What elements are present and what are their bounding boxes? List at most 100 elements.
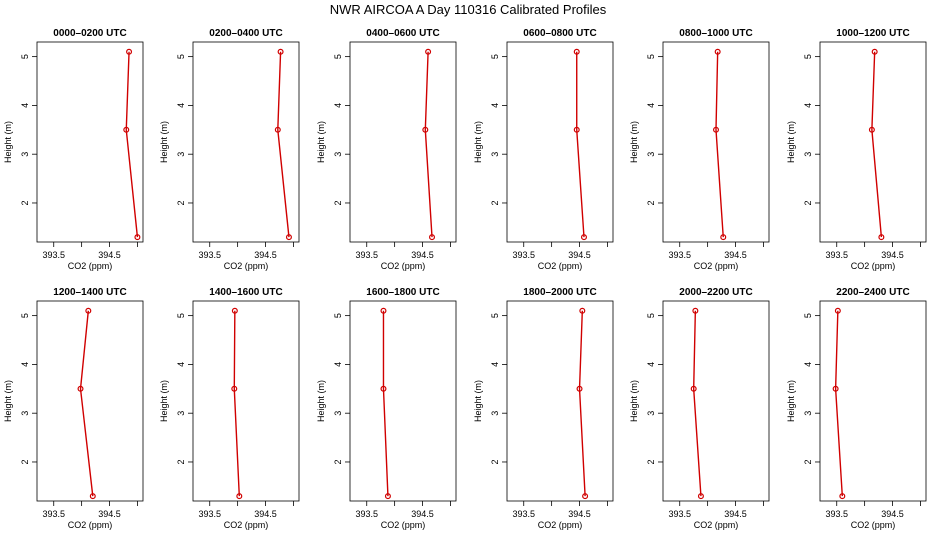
data-point bbox=[425, 48, 432, 55]
y-tick-label: 2 bbox=[803, 200, 813, 205]
x-tick-label: 394.5 bbox=[98, 509, 121, 519]
data-point bbox=[236, 493, 243, 500]
y-axis-label: Height (m) bbox=[3, 121, 13, 163]
profile-line bbox=[233, 310, 241, 497]
plot-frame bbox=[192, 41, 300, 243]
y-tick-label: 3 bbox=[646, 411, 656, 416]
profile-line bbox=[79, 310, 94, 497]
x-tick-label: 393.5 bbox=[355, 509, 378, 519]
panel-title: 1000–1200 UTC bbox=[836, 28, 909, 39]
data-point bbox=[839, 493, 846, 500]
panel-title: 2200–2400 UTC bbox=[836, 287, 909, 298]
y-tick-label: 5 bbox=[20, 54, 30, 59]
y-tick-label: 3 bbox=[333, 152, 343, 157]
y-axis-label: Height (m) bbox=[159, 380, 169, 422]
data-point bbox=[579, 307, 586, 314]
data-point bbox=[384, 493, 391, 500]
x-axis-label: CO2 (ppm) bbox=[224, 261, 269, 271]
y-tick-label: 4 bbox=[803, 362, 813, 367]
x-tick-label: 393.5 bbox=[512, 250, 535, 260]
data-point bbox=[231, 385, 238, 392]
y-tick-label: 4 bbox=[490, 103, 500, 108]
y-tick-label: 2 bbox=[333, 459, 343, 464]
data-point bbox=[834, 307, 841, 314]
plot-frame bbox=[349, 41, 457, 243]
x-tick-label: 394.5 bbox=[568, 509, 591, 519]
y-axis-label: Height (m) bbox=[316, 121, 326, 163]
profile-line bbox=[424, 51, 433, 238]
data-point bbox=[285, 234, 292, 241]
data-point bbox=[231, 307, 238, 314]
profile-line bbox=[382, 310, 389, 497]
y-tick-label: 2 bbox=[20, 200, 30, 205]
y-tick-label: 4 bbox=[20, 103, 30, 108]
x-tick-label: 394.5 bbox=[724, 250, 747, 260]
y-tick-label: 3 bbox=[176, 411, 186, 416]
x-tick-label: 394.5 bbox=[98, 250, 121, 260]
y-tick-label: 2 bbox=[490, 200, 500, 205]
x-axis-label: CO2 (ppm) bbox=[851, 261, 896, 271]
y-tick-label: 5 bbox=[490, 54, 500, 59]
data-point bbox=[123, 126, 130, 133]
y-axis-label: Height (m) bbox=[786, 380, 796, 422]
data-point bbox=[429, 234, 436, 241]
data-point bbox=[277, 48, 284, 55]
data-point bbox=[697, 493, 704, 500]
profile-line bbox=[125, 51, 139, 238]
plot-frame bbox=[819, 41, 927, 243]
y-axis-label: Height (m) bbox=[629, 380, 639, 422]
y-tick-label: 4 bbox=[176, 103, 186, 108]
x-tick-label: 393.5 bbox=[668, 509, 691, 519]
y-tick-label: 4 bbox=[490, 362, 500, 367]
data-point bbox=[878, 234, 885, 241]
x-tick-label: 393.5 bbox=[198, 509, 221, 519]
data-point bbox=[871, 48, 878, 55]
x-tick-label: 394.5 bbox=[411, 250, 434, 260]
data-point bbox=[573, 126, 580, 133]
data-point bbox=[576, 385, 583, 392]
data-point bbox=[868, 126, 875, 133]
y-tick-label: 5 bbox=[333, 54, 343, 59]
profile-line bbox=[834, 310, 844, 497]
y-tick-label: 5 bbox=[176, 54, 186, 59]
y-tick-label: 2 bbox=[176, 459, 186, 464]
y-tick-label: 3 bbox=[646, 152, 656, 157]
y-tick-label: 2 bbox=[176, 200, 186, 205]
y-axis-label: Height (m) bbox=[473, 121, 483, 163]
y-tick-label: 5 bbox=[646, 313, 656, 318]
plot-frame bbox=[662, 300, 770, 502]
y-tick-label: 4 bbox=[803, 103, 813, 108]
y-tick-label: 2 bbox=[803, 459, 813, 464]
x-tick-label: 393.5 bbox=[355, 250, 378, 260]
panel-title: 2000–2200 UTC bbox=[679, 287, 752, 298]
y-tick-label: 5 bbox=[333, 313, 343, 318]
data-point bbox=[832, 385, 839, 392]
panel-title: 1200–1400 UTC bbox=[53, 287, 126, 298]
y-tick-label: 5 bbox=[803, 54, 813, 59]
y-tick-label: 5 bbox=[803, 313, 813, 318]
profile-line bbox=[578, 310, 586, 497]
panel-title: 1800–2000 UTC bbox=[523, 287, 596, 298]
y-tick-label: 3 bbox=[333, 411, 343, 416]
y-axis-label: Height (m) bbox=[159, 121, 169, 163]
x-tick-label: 393.5 bbox=[668, 250, 691, 260]
data-point bbox=[714, 48, 721, 55]
y-tick-label: 3 bbox=[490, 152, 500, 157]
panel-title: 0800–1000 UTC bbox=[679, 28, 752, 39]
y-axis-label: Height (m) bbox=[3, 380, 13, 422]
y-tick-label: 2 bbox=[20, 459, 30, 464]
y-tick-label: 3 bbox=[176, 152, 186, 157]
profile-line bbox=[871, 51, 883, 238]
y-axis-label: Height (m) bbox=[316, 380, 326, 422]
data-point bbox=[126, 48, 133, 55]
x-tick-label: 393.5 bbox=[42, 509, 65, 519]
